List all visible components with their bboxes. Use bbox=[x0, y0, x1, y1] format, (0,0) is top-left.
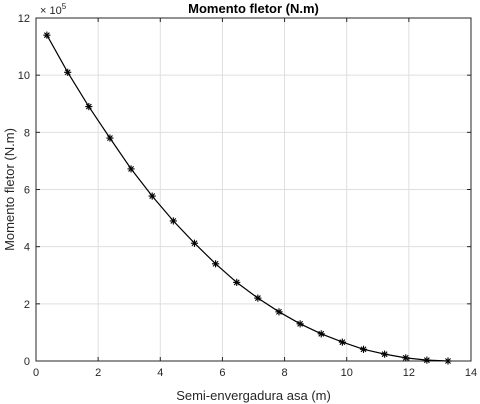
x-tick-label: 2 bbox=[95, 367, 101, 379]
data-point bbox=[359, 345, 368, 353]
y-tick-label: 8 bbox=[24, 127, 30, 139]
data-point bbox=[444, 357, 452, 365]
data-point bbox=[254, 294, 262, 302]
chart-title: Momento fletor (N.m) bbox=[188, 1, 319, 16]
data-point bbox=[169, 217, 177, 225]
data-point bbox=[338, 338, 346, 346]
x-tick-label: 12 bbox=[403, 367, 415, 379]
data-point bbox=[148, 192, 156, 200]
x-axis-label: Semi-envergadura asa (m) bbox=[176, 388, 331, 403]
series-layer bbox=[43, 31, 452, 365]
data-point bbox=[402, 354, 410, 362]
y-tick-label: 0 bbox=[24, 356, 30, 368]
x-tick-label: 0 bbox=[33, 367, 39, 379]
y-tick-label: 4 bbox=[24, 242, 30, 254]
y-multiplier: × 105 bbox=[40, 2, 67, 17]
y-tick-label: 2 bbox=[24, 299, 30, 311]
data-point bbox=[211, 260, 220, 268]
data-point bbox=[233, 278, 241, 286]
y-tick-label: 10 bbox=[18, 70, 30, 82]
y-multiplier-exponent: 5 bbox=[62, 2, 67, 11]
data-point bbox=[317, 330, 325, 338]
grid bbox=[36, 18, 471, 361]
y-axis-label: Momento fletor (N.m) bbox=[2, 128, 17, 251]
x-tick-label: 4 bbox=[157, 367, 163, 379]
data-point bbox=[296, 320, 304, 328]
series-line bbox=[46, 34, 449, 362]
data-point bbox=[85, 103, 93, 111]
x-tick-label: 6 bbox=[219, 367, 225, 379]
ticks: 0 2 4 6 8 10 12 14 0 2 4 6 8 10 12 bbox=[18, 13, 477, 379]
data-point bbox=[106, 134, 114, 142]
y-tick-label: 12 bbox=[18, 13, 30, 25]
data-point bbox=[275, 308, 283, 316]
y-multiplier-base: × 10 bbox=[40, 5, 62, 17]
y-tick-label: 6 bbox=[24, 185, 30, 197]
data-point bbox=[190, 239, 199, 247]
x-tick-label: 10 bbox=[341, 367, 353, 379]
data-point bbox=[64, 68, 72, 76]
x-tick-label: 14 bbox=[465, 367, 477, 379]
data-point bbox=[127, 165, 135, 173]
data-point bbox=[423, 356, 431, 364]
data-point bbox=[43, 31, 51, 39]
data-point bbox=[381, 350, 389, 358]
x-tick-label: 8 bbox=[282, 367, 288, 379]
